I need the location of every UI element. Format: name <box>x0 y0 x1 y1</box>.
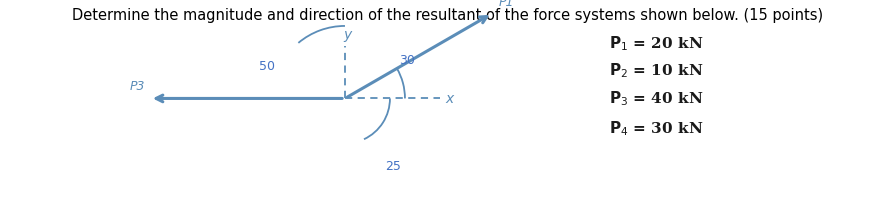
Text: P3: P3 <box>129 80 145 94</box>
Text: x: x <box>445 92 453 106</box>
Text: 30: 30 <box>399 54 415 67</box>
Text: $\mathbf{P}_{4}$ = 30 kN: $\mathbf{P}_{4}$ = 30 kN <box>609 119 703 138</box>
Text: y: y <box>344 28 352 42</box>
Text: $\mathbf{P}_{3}$ = 40 kN: $\mathbf{P}_{3}$ = 40 kN <box>609 89 703 108</box>
Text: 50: 50 <box>259 60 275 73</box>
Text: $\mathbf{P}_{2}$ = 10 kN: $\mathbf{P}_{2}$ = 10 kN <box>609 61 703 80</box>
Text: $\mathbf{P}_{1}$ = 20 kN: $\mathbf{P}_{1}$ = 20 kN <box>609 34 703 53</box>
Text: P1: P1 <box>498 0 513 9</box>
Text: 25: 25 <box>385 160 401 173</box>
Text: Determine the magnitude and direction of the resultant of the force systems show: Determine the magnitude and direction of… <box>73 8 823 23</box>
